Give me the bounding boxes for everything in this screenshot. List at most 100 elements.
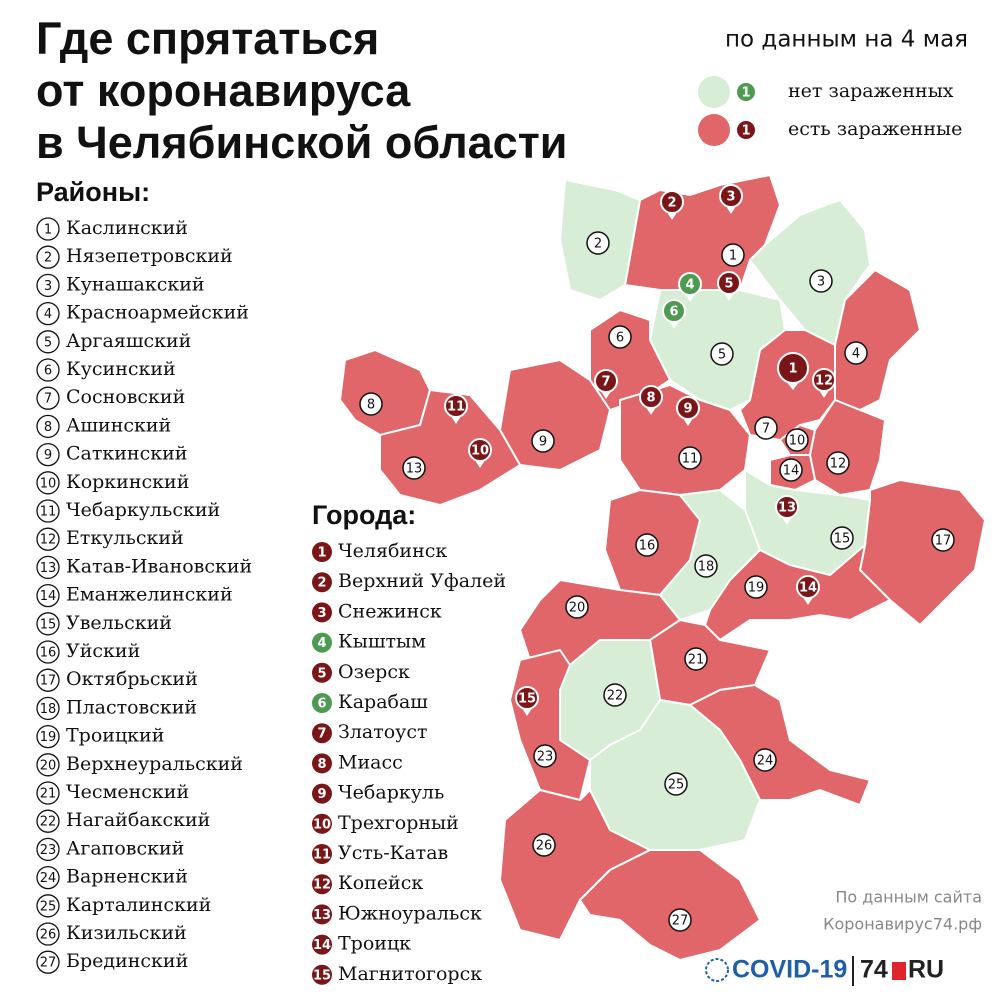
city-marker (796, 575, 820, 599)
list-number: 12 (40, 533, 57, 548)
city-marker-label: 7 (601, 375, 610, 390)
district-name: Сосновский (66, 386, 185, 408)
city-marker (717, 271, 741, 295)
district-marker-label: 1 (729, 249, 737, 264)
list-number: 15 (313, 968, 331, 983)
city-marker (444, 394, 468, 418)
list-number-circle (36, 245, 60, 269)
list-number-circle (36, 386, 60, 410)
city-name: Верхний Уфалей (338, 570, 506, 592)
list-number-circle (36, 301, 60, 326)
city-name: Челябинск (338, 540, 447, 562)
district-name: Карталинский (66, 894, 211, 916)
district-marker-label: 15 (834, 532, 851, 547)
district-marker-label: 12 (830, 457, 847, 472)
list-number-circle (312, 542, 332, 562)
district-name: Чесменский (66, 781, 189, 803)
district-marker (359, 392, 383, 416)
district-marker (779, 458, 803, 482)
city-marker-label: 11 (447, 400, 465, 415)
city-marker-label: 2 (667, 196, 676, 211)
district-name: Аргаяшский (66, 330, 191, 352)
list-number: 18 (40, 702, 57, 717)
list-number-circle (36, 471, 60, 495)
list-number: 24 (40, 871, 57, 886)
title-line: от коронавируса (36, 65, 411, 116)
city-marker (678, 272, 702, 296)
logo-text: COVID-19 (732, 956, 847, 984)
city-name: Озерск (338, 661, 410, 683)
list-number-circle (36, 865, 60, 890)
list-number: 11 (40, 505, 57, 520)
city-marker-label: 13 (778, 501, 796, 516)
district-marker (931, 528, 955, 552)
district-name: Агаповский (66, 837, 184, 859)
district-marker (710, 342, 734, 366)
date-note: по данным на 4 мая (725, 27, 968, 53)
list-number-circle (312, 602, 332, 623)
district-marker-label: 10 (789, 434, 806, 449)
city-name: Чебаркуль (338, 782, 444, 804)
city-marker (515, 686, 539, 710)
list-number: 21 (40, 787, 57, 802)
district-marker (678, 446, 702, 470)
district-marker (402, 456, 426, 480)
legend-marker-label: 1 (741, 86, 750, 101)
list-number: 16 (40, 646, 57, 661)
list-number-circle (312, 904, 332, 925)
city-marker-label: 6 (669, 305, 678, 320)
list-number-circle (36, 950, 60, 974)
list-number: 4 (317, 636, 326, 651)
district-marker (603, 683, 627, 707)
district-area (623, 173, 782, 297)
city-marker (639, 385, 663, 409)
list-number: 17 (40, 674, 57, 689)
district-marker-label: 18 (698, 560, 715, 575)
list-number: 7 (44, 392, 52, 407)
city-marker (812, 368, 836, 392)
list-number-circle (312, 662, 332, 683)
city-marker-label: 4 (685, 278, 694, 293)
list-number-circle (36, 555, 60, 580)
list-number-circle (36, 668, 60, 692)
list-number: 8 (44, 420, 52, 435)
list-number: 6 (317, 697, 326, 712)
district-name: Коркинский (66, 471, 189, 493)
city-name: Троицк (338, 933, 411, 955)
list-number-circle (312, 813, 332, 834)
list-number-circle (312, 783, 332, 804)
district-marker (533, 744, 557, 768)
list-number: 12 (313, 878, 331, 893)
list-number: 9 (317, 787, 326, 802)
city-marker (662, 299, 686, 323)
district-area (858, 478, 987, 627)
district-name: Увельский (66, 612, 172, 634)
city-name: Карабаш (338, 691, 428, 713)
list-number-circle (36, 442, 60, 467)
list-number-circle (36, 640, 60, 664)
district-marker (785, 428, 809, 452)
district-marker-label: 6 (616, 331, 624, 346)
legend-swatch (698, 114, 730, 146)
district-marker-label: 20 (569, 601, 586, 616)
list-number: 2 (317, 576, 326, 591)
legend-marker (735, 81, 757, 103)
district-area (578, 849, 762, 962)
legend-marker-label: 1 (741, 124, 750, 139)
list-number: 1 (317, 546, 326, 561)
district-marker (844, 341, 868, 365)
district-name: Ашинский (66, 414, 171, 436)
city-marker-label: 5 (724, 277, 733, 292)
district-marker-label: 22 (607, 689, 624, 704)
district-marker (754, 416, 778, 440)
list-number-circle (36, 837, 60, 862)
district-name: Катав-Ивановский (66, 555, 252, 577)
city-marker-label: 12 (815, 374, 833, 389)
district-marker (635, 533, 659, 557)
list-number-circle (312, 723, 332, 744)
district-marker-label: 14 (783, 464, 800, 479)
city-marker (594, 369, 618, 393)
list-number-circle (36, 527, 60, 551)
logo-virus (705, 958, 729, 982)
district-marker-label: 7 (762, 422, 770, 437)
